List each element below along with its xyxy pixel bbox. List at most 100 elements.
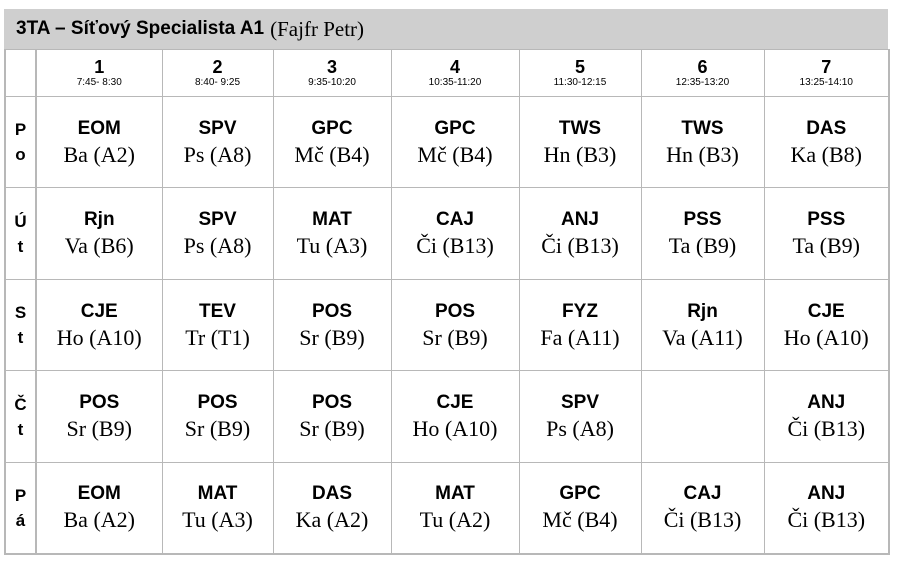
lesson-teacher-room: Ba (A2) (63, 507, 135, 533)
lesson-subject: CJE (80, 300, 118, 322)
lesson-subject: FYZ (562, 300, 598, 322)
lesson-subject: Rjn (687, 300, 718, 322)
lesson-teacher-room: Ho (A10) (56, 324, 142, 350)
lesson-subject: PSS (683, 209, 722, 231)
lesson-subject: POS (79, 392, 120, 414)
lesson-teacher-room: Či (B13) (416, 233, 494, 259)
day-letter: t (17, 236, 24, 256)
lesson-teacher-room: Či (B13) (787, 507, 866, 533)
lesson-cell: TWS Hn (B3) (518, 95, 642, 189)
lesson-subject: EOM (77, 117, 121, 139)
day-letter: Ú (14, 211, 27, 231)
lesson-cell: POS Sr (B9) (161, 370, 274, 463)
lesson-teacher-room: Či (B13) (541, 233, 619, 259)
lesson-cell: POS Sr (B9) (35, 370, 163, 463)
day-letter: P (14, 485, 27, 505)
period-header-2: 2 8:40- 9:25 (161, 49, 274, 97)
lesson-subject: ANJ (807, 483, 846, 505)
lesson-cell: EOM Ba (A2) (35, 95, 163, 189)
lesson-teacher-room: Ta (B9) (668, 233, 737, 259)
lesson-teacher-room: Fa (A11) (540, 324, 620, 350)
period-time: 9:35-10:20 (308, 76, 356, 88)
lesson-cell: SPV Ps (A8) (161, 187, 274, 280)
lesson-cell: TEV Tr (T1) (161, 278, 274, 372)
lesson-subject: SPV (198, 209, 237, 231)
period-number: 4 (449, 56, 460, 77)
lesson-teacher-room: Sr (B9) (66, 416, 132, 442)
lesson-teacher-room: Ps (A8) (183, 233, 252, 259)
lesson-teacher-room: Mč (B4) (417, 141, 493, 167)
lesson-cell: CAJ Či (B13) (640, 461, 765, 555)
lesson-cell: EOM Ba (A2) (35, 461, 163, 555)
lesson-subject: CJE (436, 392, 474, 414)
lesson-subject: GPC (559, 483, 601, 505)
day-letter: S (14, 303, 27, 323)
period-header-1: 1 7:45- 8:30 (35, 49, 163, 97)
lesson-cell: Rjn Va (B6) (35, 187, 163, 280)
lesson-subject: POS (311, 392, 353, 414)
lesson-cell: ANJ Či (B13) (763, 370, 890, 463)
lesson-subject: CAJ (683, 483, 722, 505)
lesson-teacher-room: Ka (B8) (790, 141, 862, 167)
lesson-subject: TWS (681, 117, 724, 139)
lesson-cell: GPC Mč (B4) (518, 461, 642, 555)
lesson-cell: MAT Tu (A3) (272, 187, 392, 280)
lesson-teacher-room: Ta (B9) (792, 233, 861, 259)
period-number: 5 (574, 56, 585, 77)
lesson-subject: GPC (311, 117, 353, 139)
lesson-cell: POS Sr (B9) (390, 278, 520, 372)
lesson-cell: PSS Ta (B9) (763, 187, 890, 280)
period-number: 3 (326, 56, 337, 77)
lesson-teacher-room: Ps (A8) (183, 141, 252, 167)
lesson-cell: CJE Ho (A10) (390, 370, 520, 463)
lesson-teacher-room: Sr (B9) (422, 324, 488, 350)
lesson-teacher-room: Ps (A8) (546, 416, 614, 442)
lesson-subject: EOM (77, 483, 121, 505)
lesson-cell: CJE Ho (A10) (763, 278, 890, 372)
lesson-subject: SPV (560, 392, 600, 414)
day-letter: Č (14, 394, 27, 414)
period-time: 11:30-12:15 (553, 76, 607, 88)
lesson-teacher-room: Sr (B9) (299, 416, 365, 442)
day-letter: o (15, 145, 26, 165)
lesson-subject: DAS (806, 117, 847, 139)
lesson-subject: TWS (558, 117, 602, 139)
period-header-row: 1 7:45- 8:30 2 8:40- 9:25 3 9:35-10:20 4 10:… (4, 49, 890, 97)
lesson-teacher-room: Sr (B9) (184, 416, 251, 442)
lesson-teacher-room: Hn (B3) (666, 141, 739, 167)
lesson-cell: TWS Hn (B3) (640, 95, 765, 189)
lesson-cell: GPC Mč (B4) (390, 95, 520, 189)
period-header-3: 3 9:35-10:20 (272, 49, 392, 97)
lesson-teacher-room: Va (A11) (662, 324, 743, 350)
timetable-title-bar: 3TA – Síťový Specialista A1 (Fajfr Petr) (4, 9, 888, 49)
lesson-teacher-room: Tu (A3) (182, 507, 253, 533)
lesson-subject: DAS (311, 483, 353, 505)
lesson-subject: CJE (807, 300, 845, 322)
lesson-cell: ANJ Či (B13) (763, 461, 890, 555)
lesson-cell: PSS Ta (B9) (640, 187, 765, 280)
lesson-subject: Rjn (83, 209, 115, 231)
lesson-subject: POS (434, 300, 476, 322)
lesson-subject: GPC (434, 117, 476, 139)
lesson-teacher-room: Ka (A2) (295, 507, 369, 533)
lesson-teacher-room: Va (B6) (64, 233, 134, 259)
header-corner-cell (4, 49, 37, 97)
period-number: 6 (697, 56, 708, 77)
lesson-teacher-room: Či (B13) (787, 416, 866, 442)
period-header-5: 5 11:30-12:15 (518, 49, 642, 97)
lesson-subject: MAT (435, 483, 475, 505)
day-letter: P (14, 120, 27, 140)
lesson-subject: MAT (312, 209, 352, 231)
lesson-teacher-room: Ho (A10) (783, 324, 869, 350)
period-time: 12:35-13:20 (675, 76, 730, 88)
lesson-subject: SPV (198, 117, 237, 139)
